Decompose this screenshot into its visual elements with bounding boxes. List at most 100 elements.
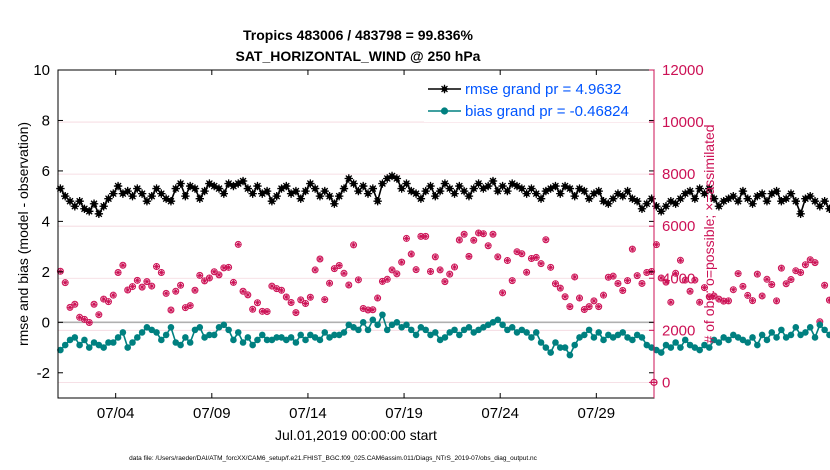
rmse-point-star (147, 191, 156, 201)
obs-point-circle (56, 267, 64, 275)
rmse-point (493, 186, 502, 196)
obs-point-cross (341, 270, 347, 276)
obs-point (177, 281, 185, 289)
obs-point-cross (451, 264, 458, 270)
rmse-point-star (613, 189, 623, 198)
rmse-point-star (700, 189, 709, 198)
rmse-point (642, 199, 651, 208)
rmse-point-star (133, 184, 142, 193)
rmse-point-star (681, 189, 690, 198)
rmse-point-star (676, 194, 685, 203)
bias-point (725, 336, 732, 344)
obs-point-circle (508, 277, 516, 285)
obs-point-cross (235, 241, 241, 248)
obs-point-cross (91, 301, 97, 307)
obs-point-cross (105, 299, 112, 305)
obs-point-circle (686, 287, 694, 295)
rmse-point (565, 184, 575, 193)
rmse-point-star (89, 199, 99, 208)
obs-point (249, 305, 257, 313)
obs-point (700, 284, 708, 292)
obs-point-circle (811, 259, 819, 267)
bias-point (364, 326, 372, 334)
rmse-point (56, 184, 65, 193)
bias-point (158, 336, 165, 344)
obs-point-circle (157, 269, 165, 277)
bias-point (600, 336, 607, 344)
obs-point-circle (595, 303, 603, 311)
obs-point (811, 259, 819, 267)
rmse-point (825, 204, 830, 213)
obs-point (143, 278, 151, 286)
obs-point-cross (96, 312, 102, 318)
rmse-point-star (421, 186, 430, 196)
obs-point (229, 278, 237, 286)
bias-point (763, 336, 771, 344)
obs-point-cross (163, 290, 169, 296)
rmse-point (522, 189, 531, 198)
obs-point-cross (226, 264, 232, 270)
obs-point (494, 253, 502, 261)
rmse-point (267, 197, 277, 206)
bias-point (523, 329, 530, 336)
obs-point-cross (629, 246, 635, 252)
rmse-point-star (527, 184, 536, 193)
rmse-point-star (589, 189, 599, 198)
bias-point (162, 331, 170, 339)
obs-point-circle (576, 294, 583, 302)
bias-point (566, 351, 574, 359)
obs-point (133, 276, 141, 284)
rmse-point (801, 194, 810, 203)
obs-point-circle (489, 230, 497, 238)
obs-point (441, 278, 449, 286)
rmse-point-star (373, 197, 382, 206)
rmse-point-star (604, 199, 613, 208)
rmse-point-star (214, 184, 224, 193)
obs-point-circle (249, 305, 257, 313)
rmse-point-star (469, 184, 478, 193)
bias-point (499, 321, 506, 329)
obs-point-cross (485, 243, 491, 249)
obs-point-cross (802, 262, 809, 268)
obs-point-circle (479, 230, 487, 238)
rmse-point-star (435, 186, 445, 196)
bias-point (258, 331, 266, 339)
rmse-point (705, 184, 714, 193)
obs-point (210, 268, 218, 276)
obs-point (749, 297, 757, 305)
rmse-point (200, 186, 209, 196)
bias-point (119, 329, 127, 336)
obs-point-circle (547, 263, 555, 271)
obs-point-cross (413, 267, 419, 273)
rmse-point-star (560, 181, 570, 191)
obs-point (292, 309, 300, 317)
obs-point-cross (471, 237, 477, 243)
obs-point-cross (504, 257, 511, 264)
obs-point-circle (768, 281, 776, 289)
rmse-point-star (618, 191, 627, 201)
obs-point-cross (793, 268, 799, 274)
rmse-point-star (397, 184, 406, 193)
obs-point-cross (149, 283, 155, 289)
rmse-point (695, 184, 704, 193)
obs-point-circle (383, 275, 391, 283)
obs-point-cross (192, 287, 198, 293)
obs-point-cross (134, 277, 140, 283)
bias-point (134, 334, 141, 341)
obs-point-cross (557, 285, 563, 291)
rmse-point (781, 194, 791, 203)
obs-point (109, 291, 117, 299)
rmse-point-star (354, 186, 363, 196)
obs-point-circle (763, 275, 771, 283)
rmse-point (532, 189, 541, 198)
obs-point (484, 242, 492, 250)
obs-point-cross (740, 283, 746, 289)
rmse-point-star (825, 204, 830, 213)
obs-point-cross (408, 251, 414, 257)
rmse-point-star (575, 184, 584, 193)
obs-point-cross (153, 263, 160, 270)
rmse-point-star (368, 184, 378, 193)
rmse-point-star (325, 191, 334, 201)
obs-point-circle (148, 282, 156, 290)
rmse-point (373, 197, 382, 206)
